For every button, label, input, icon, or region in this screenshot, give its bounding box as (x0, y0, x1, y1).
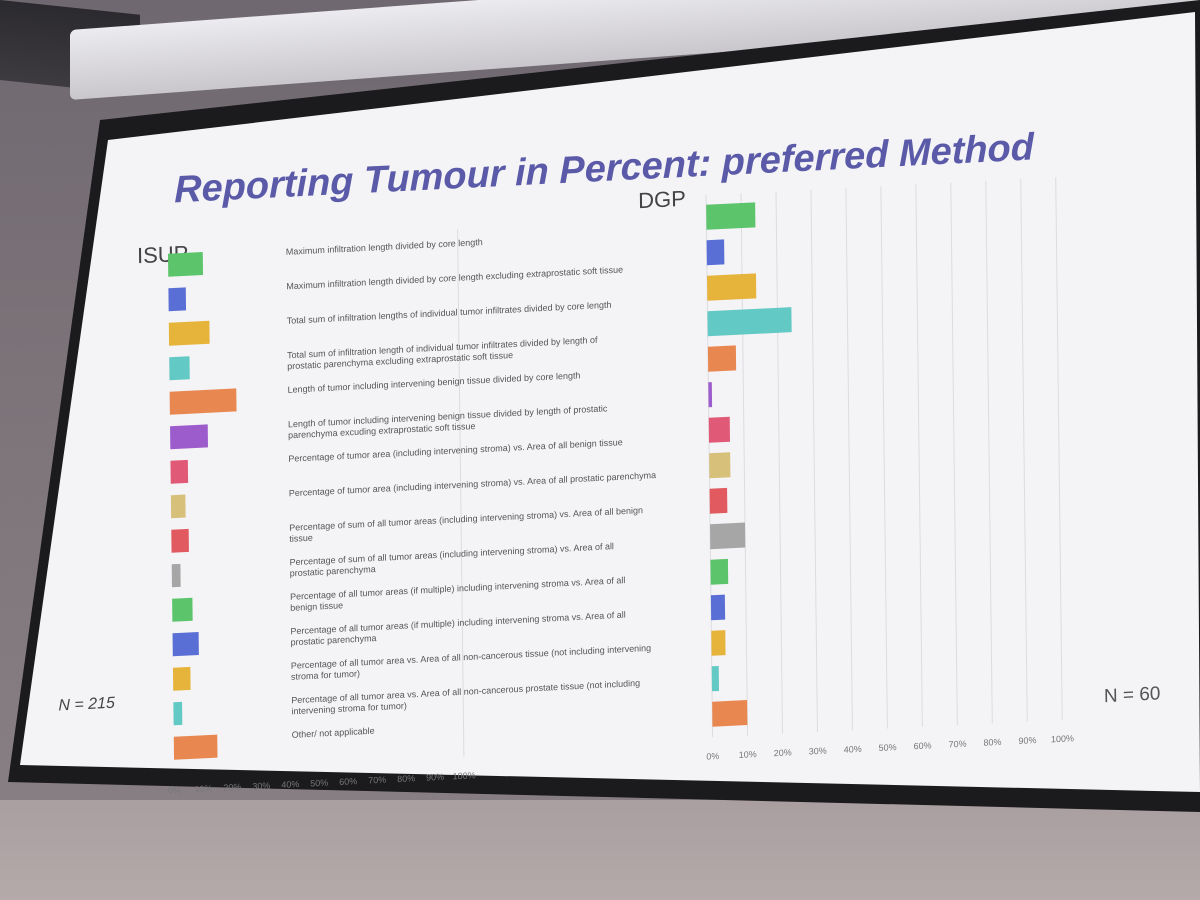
bar (170, 424, 208, 450)
x-tick-label: 40% (844, 744, 862, 755)
x-tick-label: 100% (1051, 733, 1074, 744)
bar (712, 700, 748, 727)
bar (171, 563, 181, 588)
bar (168, 320, 210, 346)
bar (167, 252, 204, 277)
bar (172, 666, 191, 691)
x-tick-label: 60% (339, 776, 357, 787)
x-tick-label: 100% (453, 770, 476, 781)
grid-line (1020, 179, 1028, 722)
bar (707, 345, 737, 372)
bar (173, 701, 183, 726)
x-tick-label: 10% (194, 783, 212, 794)
grid-line (915, 184, 923, 727)
x-tick-label: 20% (223, 782, 241, 793)
x-tick-label: 30% (252, 780, 270, 791)
grid-line (950, 182, 958, 726)
x-tick-label: 40% (281, 779, 299, 790)
plot-frame-line (457, 229, 465, 757)
isup-sample-size: N = 215 (58, 695, 115, 715)
grid-line (880, 186, 888, 729)
bar (708, 416, 731, 443)
x-tick-label: 70% (948, 739, 966, 750)
bar (169, 356, 190, 381)
bar (169, 388, 237, 415)
bar (710, 558, 729, 585)
x-tick-label: 90% (1018, 735, 1036, 746)
bar (711, 630, 726, 656)
x-tick-label: 50% (879, 742, 897, 753)
x-tick-label: 60% (914, 740, 932, 751)
bar (707, 307, 792, 337)
bar (711, 665, 720, 692)
bar (706, 239, 725, 266)
bar (173, 734, 218, 760)
x-tick-label: 0% (168, 785, 181, 796)
x-tick-label: 50% (310, 778, 328, 789)
grid-line (810, 189, 818, 733)
bar (709, 487, 728, 514)
dgp-sample-size: N = 60 (1104, 683, 1161, 707)
x-tick-label: 10% (739, 749, 757, 760)
grid-line (775, 191, 783, 734)
x-tick-label: 0% (706, 751, 719, 762)
bar (706, 202, 756, 230)
bar (168, 287, 187, 312)
bar (709, 452, 731, 479)
x-tick-label: 90% (426, 772, 444, 783)
floor (0, 800, 1200, 900)
bar (710, 594, 726, 621)
x-tick-label: 20% (774, 747, 792, 758)
x-tick-label: 30% (809, 746, 827, 757)
bar (172, 631, 199, 657)
bar (708, 382, 713, 408)
grid-line (845, 187, 853, 731)
bar (707, 273, 757, 301)
dgp-chart-title: DGP (638, 186, 686, 213)
x-tick-label: 80% (983, 737, 1001, 748)
dgp-chart: 0% 10% 20% 30% 40% 50% 60% 70% 80% 90% 100% (705, 177, 1074, 762)
category-label: Other/ not applicable (292, 726, 375, 740)
bar (170, 459, 189, 484)
bar (710, 522, 746, 550)
slide-surface (20, 12, 1200, 792)
bar (170, 494, 186, 519)
grid-line (985, 180, 993, 724)
x-tick-label: 80% (397, 773, 415, 784)
bar (172, 597, 193, 622)
x-tick-label: 70% (368, 775, 386, 786)
grid-line (1055, 177, 1063, 720)
bar (171, 528, 189, 553)
